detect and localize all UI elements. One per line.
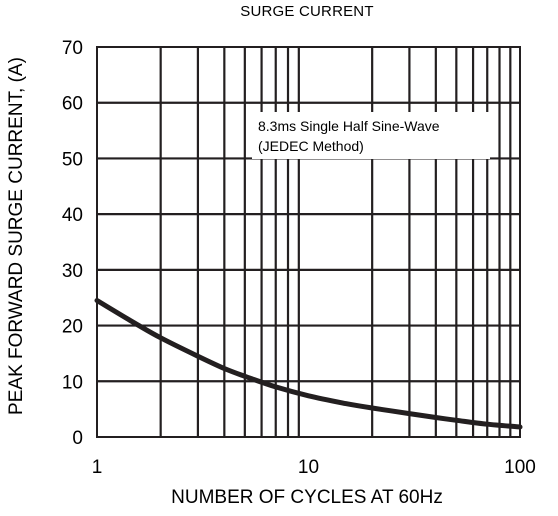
y-tick-label: 70 — [62, 38, 83, 59]
y-tick-label: 50 — [62, 149, 83, 170]
x-axis-label: NUMBER OF CYCLES AT 60Hz — [171, 487, 443, 508]
y-tick-label: 30 — [62, 261, 83, 282]
grid — [97, 47, 520, 437]
y-tick-label: 0 — [72, 428, 83, 449]
y-tick-label: 40 — [62, 205, 83, 226]
y-tick-label: 60 — [62, 94, 83, 115]
chart-title: SURGE CURRENT — [240, 3, 373, 20]
tick-labels: 0 10 20 30 40 50 60 70 1 10 100 — [62, 38, 536, 478]
y-axis-label: PEAK FORWARD SURGE CURRENT, (A) — [6, 57, 27, 415]
y-tick-label: 10 — [62, 372, 83, 393]
annotation-box — [252, 112, 490, 159]
annotation-line-1: 8.3ms Single Half Sine-Wave — [258, 118, 440, 134]
y-tick-label: 20 — [62, 317, 83, 338]
x-tick-label: 1 — [92, 457, 103, 478]
x-tick-label: 100 — [504, 457, 536, 478]
series-line — [94, 298, 523, 430]
annotation-line-2: (JEDEC Method) — [258, 138, 364, 154]
x-tick-label: 10 — [298, 457, 319, 478]
plot-frame — [96, 46, 521, 438]
